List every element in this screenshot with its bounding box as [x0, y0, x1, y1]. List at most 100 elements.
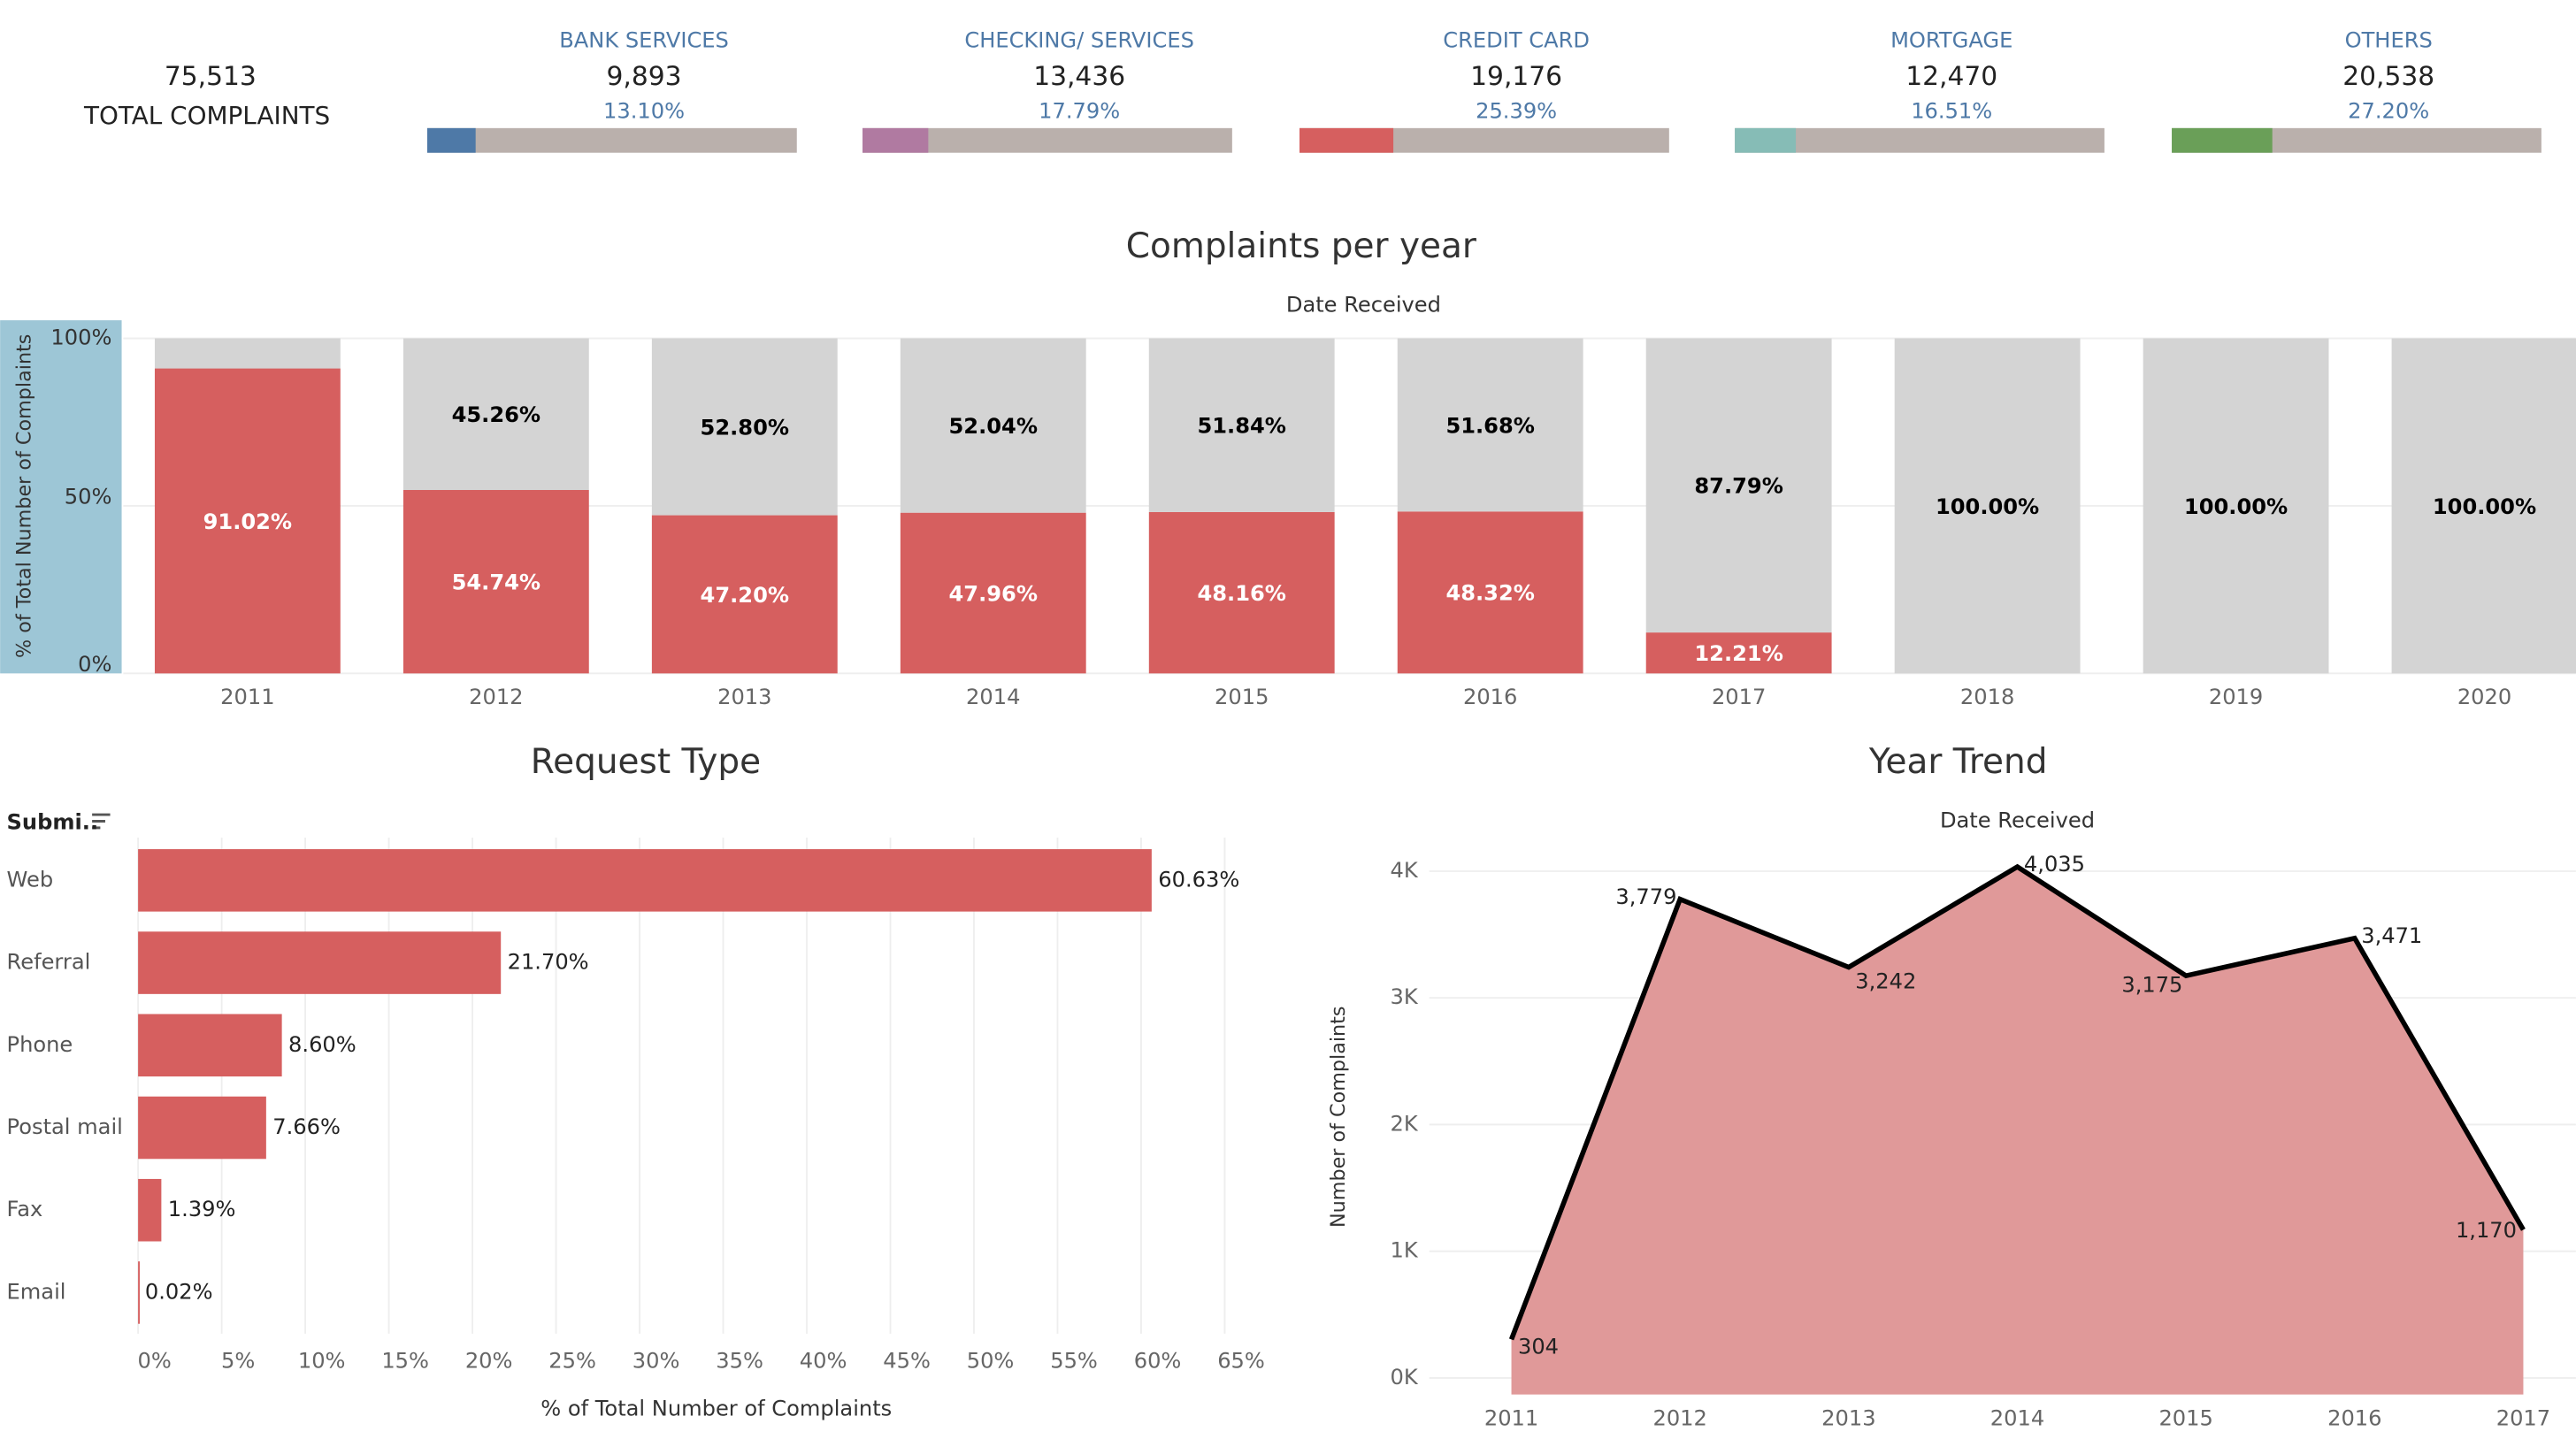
y-axis-title: Number of Complaints — [1327, 1006, 1350, 1228]
y-tick-label: Web — [7, 867, 54, 892]
x-tick-label: 2011 — [220, 685, 274, 709]
y-tick-label: 1K — [1391, 1238, 1419, 1263]
bar-segment — [1894, 338, 2081, 674]
category-header: Submi.. — [7, 809, 99, 834]
x-tick-label: 2018 — [1960, 685, 2014, 709]
bar-segment — [1148, 511, 1335, 674]
bar — [138, 849, 1152, 912]
data-label: 3,471 — [2361, 923, 2422, 948]
x-tick-label: 50% — [967, 1348, 1015, 1373]
y-tick-label: 2K — [1391, 1111, 1419, 1136]
data-label: 87.79% — [1694, 474, 1782, 499]
data-label: 100.00% — [2184, 494, 2288, 519]
bar-segment — [1148, 338, 1335, 512]
kpi-name: MORTGAGE — [1890, 27, 2012, 52]
bar-segment — [900, 338, 1086, 513]
kpi-share: 25.39% — [1476, 98, 1557, 123]
data-label: 54.74% — [452, 570, 540, 595]
x-tick-label: 2015 — [1215, 685, 1269, 709]
x-tick-label: 2012 — [1652, 1405, 1706, 1430]
data-label: 45.26% — [452, 402, 540, 427]
kpi-count: 12,470 — [1905, 61, 1997, 92]
data-label: 48.32% — [1445, 581, 1534, 606]
kpi-bar — [1299, 127, 1394, 153]
data-label: 12.21% — [1694, 641, 1782, 666]
bar-segment — [900, 512, 1086, 674]
chart-title: Complaints per year — [1126, 226, 1477, 266]
x-tick-label: 20% — [465, 1348, 513, 1373]
data-label: 52.04% — [949, 414, 1038, 439]
x-tick-label: 2014 — [966, 685, 1020, 709]
data-label: 3,175 — [2121, 972, 2182, 997]
x-axis-title: Date Received — [1940, 808, 2095, 832]
kpi-name: CREDIT CARD — [1443, 27, 1590, 52]
bar-segment — [402, 489, 589, 674]
y-tick-label: 3K — [1391, 984, 1419, 1009]
kpi-count: 13,436 — [1033, 61, 1125, 92]
x-tick-label: 2017 — [1712, 685, 1766, 709]
data-label: 3,242 — [1855, 968, 1916, 993]
total-value: 75,513 — [165, 61, 257, 92]
y-tick-label: Postal mail — [7, 1114, 123, 1139]
bar — [138, 1178, 162, 1242]
x-tick-label: 2012 — [469, 685, 523, 709]
x-tick-label: 2014 — [1990, 1405, 2044, 1430]
y-tick-label: 50% — [65, 485, 112, 509]
line — [1508, 863, 2526, 1341]
x-tick-label: 2016 — [1463, 685, 1517, 709]
bar — [138, 1014, 282, 1077]
x-tick-label: 2020 — [2457, 685, 2511, 709]
data-label: 47.96% — [949, 581, 1038, 606]
kpi-bar — [1735, 127, 1797, 153]
data-label: 8.60% — [288, 1032, 356, 1057]
kpi-bar — [2172, 127, 2273, 153]
x-tick-label: 2015 — [2158, 1405, 2212, 1430]
x-tick-label: 45% — [883, 1348, 931, 1373]
x-tick-label: 2019 — [2209, 685, 2263, 709]
y-tick-label: Phone — [7, 1032, 73, 1057]
kpi-name: OTHERS — [2345, 27, 2433, 52]
data-label: 47.20% — [701, 583, 789, 608]
kpi-count: 20,538 — [2342, 61, 2434, 92]
bar-segment — [402, 338, 589, 490]
data-label: 100.00% — [1936, 494, 2039, 519]
data-label: 100.00% — [2433, 494, 2536, 519]
y-axis-band — [0, 320, 122, 674]
kpi-share: 27.20% — [2348, 98, 2429, 123]
chart-title: Request Type — [531, 742, 761, 782]
x-tick-label: 5% — [221, 1348, 255, 1373]
x-tick-label: 10% — [298, 1348, 346, 1373]
x-tick-label: 35% — [716, 1348, 763, 1373]
x-tick-label: 2013 — [1821, 1405, 1875, 1430]
y-tick-label: 100% — [50, 325, 111, 350]
area — [1511, 866, 2524, 1395]
data-label: 21.70% — [508, 950, 589, 975]
x-tick-label: 2013 — [717, 685, 771, 709]
bar-segment — [1645, 338, 1832, 633]
x-tick-label: 2011 — [1484, 1405, 1538, 1430]
y-axis-title: % of Total Number of Complaints — [12, 334, 35, 658]
bar — [138, 931, 502, 994]
x-tick-label: 60% — [1134, 1348, 1182, 1373]
data-label: 7.66% — [272, 1114, 341, 1139]
data-label: 1.39% — [168, 1197, 236, 1221]
kpi-share: 13.10% — [603, 98, 685, 123]
data-label: 3,779 — [1615, 884, 1676, 909]
chart-title: Year Trend — [1868, 742, 2048, 782]
data-label: 4,035 — [2024, 852, 2085, 877]
data-label: 51.84% — [1197, 414, 1285, 439]
bar-segment — [154, 368, 341, 674]
data-label: 60.63% — [1158, 867, 1239, 892]
x-tick-label: 65% — [1217, 1348, 1265, 1373]
data-label: 0.02% — [145, 1279, 213, 1304]
bar-segment — [1397, 338, 1583, 512]
bar — [138, 1096, 266, 1160]
kpi-count: 19,176 — [1470, 61, 1562, 92]
y-tick-label: 0K — [1391, 1365, 1419, 1390]
sort-icon[interactable] — [92, 813, 111, 830]
x-tick-label: 30% — [632, 1348, 680, 1373]
kpi-name: BANK SERVICES — [559, 27, 729, 52]
x-tick-label: 25% — [548, 1348, 596, 1373]
